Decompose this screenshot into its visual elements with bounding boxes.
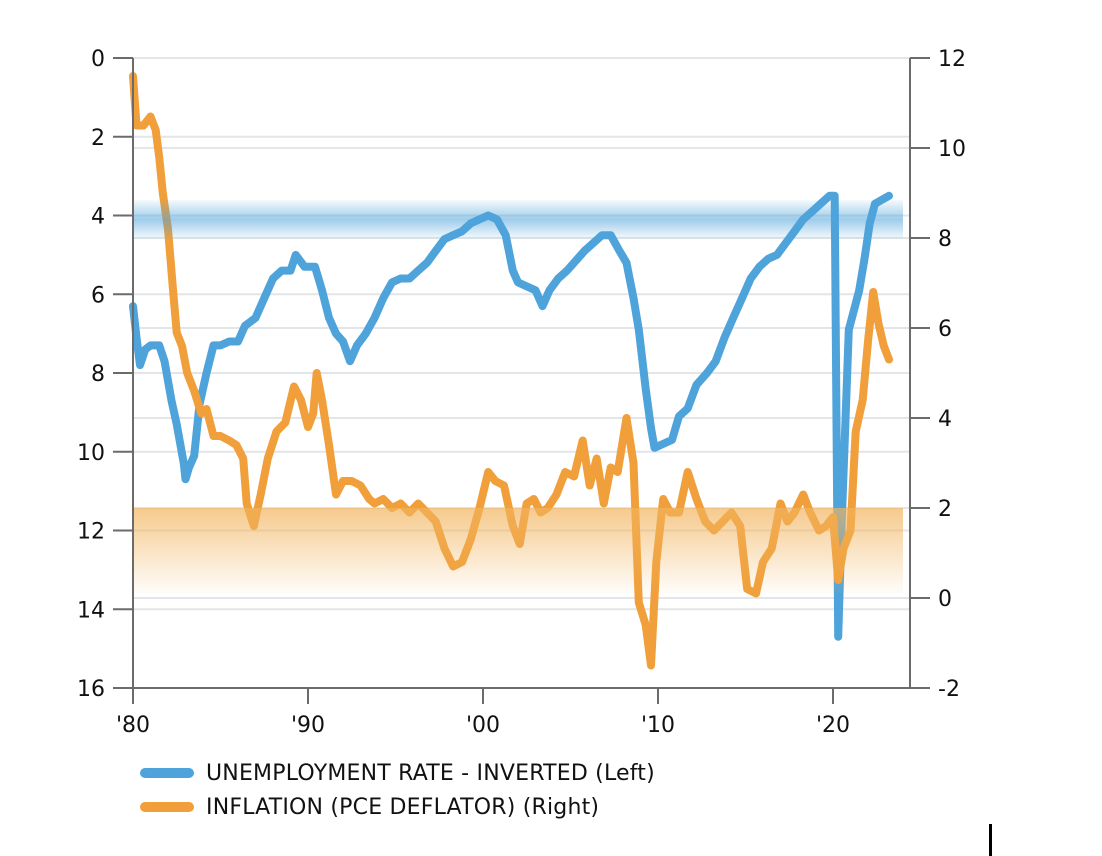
legend: UNEMPLOYMENT RATE - INVERTED (Left) INFL… — [140, 756, 655, 824]
right-tick-label: 2 — [938, 497, 952, 522]
right-tick-label: 10 — [938, 137, 966, 162]
left-tick-label: 6 — [91, 283, 105, 308]
left-tick-label: 16 — [77, 677, 105, 702]
x-tick-label: '00 — [466, 713, 500, 738]
x-tick-label: '20 — [816, 713, 850, 738]
left-tick-label: 10 — [77, 441, 105, 466]
legend-item-unemployment: UNEMPLOYMENT RATE - INVERTED (Left) — [140, 756, 655, 790]
left-tick-label: 12 — [77, 520, 105, 545]
right-tick-label: 12 — [938, 47, 966, 72]
left-tick-label: 8 — [91, 362, 105, 387]
x-axis-ticks: '80 '90 '00 '10 '20 — [116, 688, 850, 738]
x-tick-label: '80 — [116, 713, 150, 738]
text-cursor — [989, 824, 992, 856]
x-tick-label: '90 — [291, 713, 325, 738]
legend-item-inflation: INFLATION (PCE DEFLATOR) (Right) — [140, 790, 655, 824]
legend-label-unemployment: UNEMPLOYMENT RATE - INVERTED (Left) — [206, 760, 655, 786]
series-line-unemployment — [129, 191, 893, 641]
right-tick-label: 8 — [938, 227, 952, 252]
legend-swatch-inflation — [140, 802, 194, 812]
x-tick-label: '10 — [641, 713, 675, 738]
left-tick-label: 4 — [91, 205, 105, 230]
right-tick-label: 6 — [938, 317, 952, 342]
inflation-target-band — [133, 508, 903, 594]
legend-label-inflation: INFLATION (PCE DEFLATOR) (Right) — [206, 794, 600, 820]
right-tick-label: 4 — [938, 407, 952, 432]
right-tick-label: 0 — [938, 587, 952, 612]
right-tick-label: -2 — [938, 677, 960, 702]
band-layer — [133, 199, 903, 594]
left-axis-ticks: 0 2 4 6 8 10 12 14 16 — [77, 47, 133, 702]
left-tick-label: 14 — [77, 598, 105, 623]
right-axis-ticks: 12 10 8 6 4 2 0 -2 — [910, 47, 966, 702]
left-tick-label: 0 — [91, 47, 105, 72]
left-tick-label: 2 — [91, 126, 105, 151]
unemployment-target-band — [133, 199, 903, 240]
legend-swatch-unemployment — [140, 768, 194, 778]
